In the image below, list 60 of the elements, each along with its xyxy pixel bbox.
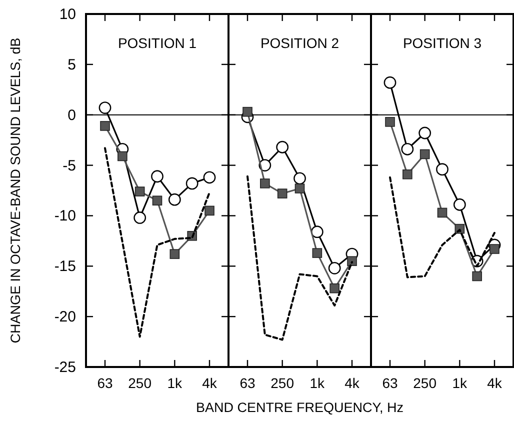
point <box>330 283 340 294</box>
x-tick-label: 1k <box>452 375 468 391</box>
text: POSITION 3 <box>402 35 482 51</box>
x-tick-label: 63 <box>97 375 113 391</box>
point <box>437 208 448 218</box>
point <box>98 102 112 114</box>
x-tick-label: 4k <box>487 375 503 391</box>
point <box>384 76 396 89</box>
point <box>472 271 482 282</box>
point <box>294 184 305 194</box>
x-tick-label: 1k <box>167 375 184 391</box>
x-axis-title: BAND CENTRE FREQUENCY, Hz <box>196 400 404 415</box>
x-tick-label: 4k <box>344 375 360 391</box>
text: POSITION 2 <box>260 35 340 51</box>
y-tick-label: -25 <box>54 359 76 376</box>
x-tick-label: 1k <box>310 375 326 391</box>
y-tick-label: 5 <box>68 56 76 74</box>
point <box>151 170 164 183</box>
point <box>402 169 412 180</box>
point <box>347 256 357 266</box>
y-tick-label: -15 <box>54 258 76 276</box>
y-tick-label: 0 <box>68 106 76 124</box>
x-tick-label: 250 <box>413 375 437 391</box>
x-tick-label: 250 <box>270 375 294 391</box>
point <box>100 121 110 131</box>
point <box>134 212 146 224</box>
point <box>242 106 252 117</box>
point <box>276 140 289 154</box>
point <box>401 142 414 156</box>
y-tick-label: 10 <box>59 6 76 23</box>
x-tick-label: 63 <box>382 375 398 391</box>
y-tick-label: -20 <box>54 308 76 326</box>
point <box>418 126 432 140</box>
point <box>294 172 306 185</box>
point <box>118 151 128 162</box>
point <box>134 186 145 196</box>
y-axis-title: CHANGE IN OCTAVE-BAND SOUND LEVELS, dB <box>8 38 23 344</box>
point <box>310 226 324 238</box>
point <box>490 244 500 254</box>
point <box>453 198 466 211</box>
point <box>204 206 214 216</box>
point <box>277 188 288 198</box>
text: POSITION 1 <box>118 35 197 51</box>
x-tick-label: 4k <box>202 375 218 391</box>
line-series <box>104 147 210 338</box>
x-tick-label: 63 <box>240 375 256 391</box>
point <box>436 163 448 176</box>
point <box>312 248 322 258</box>
x-tick-label: 250 <box>128 375 152 391</box>
point <box>186 177 198 190</box>
point <box>152 196 162 206</box>
point <box>203 171 216 184</box>
y-tick-label: -5 <box>62 157 76 174</box>
point <box>260 178 270 188</box>
y-tick-label: -10 <box>54 208 76 225</box>
point <box>168 193 181 206</box>
point <box>385 117 395 127</box>
point <box>420 149 430 160</box>
point <box>328 262 341 274</box>
point <box>170 249 180 259</box>
